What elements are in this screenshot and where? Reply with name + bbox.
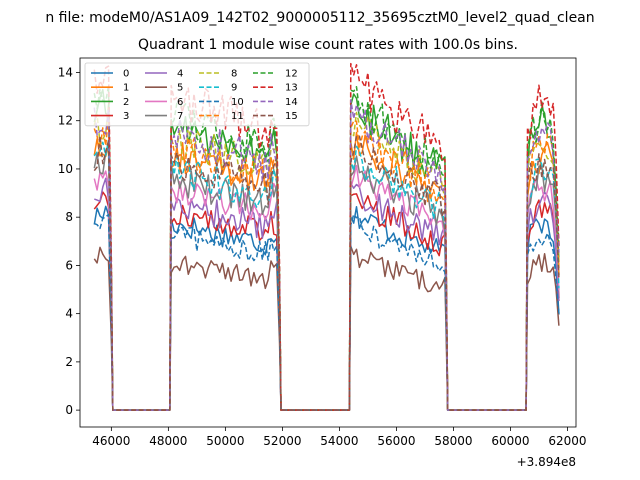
y-tick-label: 10 (58, 162, 73, 176)
x-tick-label: 60000 (491, 434, 529, 448)
x-tick-label: 54000 (320, 434, 358, 448)
y-tick-label: 8 (65, 210, 73, 224)
legend-label: 8 (231, 69, 237, 80)
legend-label: 15 (285, 111, 298, 122)
legend-label: 2 (123, 97, 129, 108)
x-axis: 46000 48000 50000 52000 54000 56000 58000 60000… (92, 427, 587, 448)
x-tick-label: 56000 (377, 434, 415, 448)
legend-label: 7 (177, 111, 183, 122)
figure-suptitle: n file: modeM0/AS1A09_142T02_9000005112_… (45, 10, 594, 26)
series-line-15 (93, 135, 560, 411)
x-tick-label: 58000 (434, 434, 472, 448)
legend-label: 1 (123, 83, 129, 94)
y-axis: 0 2 4 6 8 10 12 14 (58, 65, 80, 417)
legend-label: 13 (285, 83, 298, 94)
x-tick-label: 50000 (206, 434, 244, 448)
chart-title: Quadrant 1 module wise count rates with … (138, 37, 518, 53)
legend-label: 12 (285, 69, 298, 80)
legend-label: 3 (123, 111, 129, 122)
x-tick-label: 46000 (92, 434, 130, 448)
x-tick-label: 48000 (149, 434, 187, 448)
legend-frame (84, 62, 310, 127)
x-tick-label: 52000 (263, 434, 301, 448)
legend-label: 11 (231, 111, 244, 122)
legend-label: 10 (231, 97, 244, 108)
legend-label: 6 (177, 97, 183, 108)
legend-label: 5 (177, 83, 183, 94)
x-offset-label: +3.894e8 (517, 455, 576, 469)
y-tick-label: 12 (58, 114, 73, 128)
y-tick-label: 14 (58, 65, 73, 79)
y-tick-label: 6 (65, 258, 73, 272)
legend-label: 9 (231, 83, 237, 94)
series-layer (93, 62, 560, 411)
y-tick-label: 2 (65, 355, 73, 369)
x-tick-label: 62000 (548, 434, 586, 448)
plot-frame (79, 57, 577, 428)
y-tick-label: 0 (65, 403, 73, 417)
y-tick-label: 4 (65, 307, 73, 321)
legend-label: 14 (285, 97, 298, 108)
legend-label: 0 (123, 69, 129, 80)
legend-label: 4 (177, 69, 183, 80)
